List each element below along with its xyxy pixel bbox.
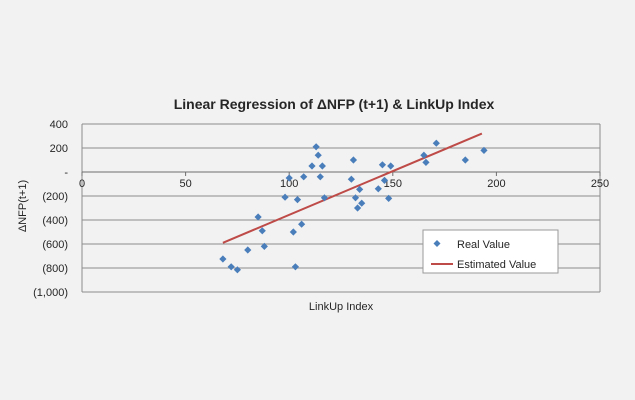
real-value-point-16	[314, 151, 322, 159]
real-value-point-30	[387, 162, 395, 170]
real-value-point-24	[356, 185, 364, 193]
scatter-points	[219, 139, 488, 274]
y-tick-label-7: (1,000)	[33, 287, 68, 299]
y-tick-label-0: 400	[50, 119, 68, 131]
real-value-point-5	[258, 227, 266, 235]
y-tick-label-5: (600)	[42, 239, 68, 251]
real-value-point-2	[233, 266, 241, 274]
real-value-point-25	[358, 199, 366, 207]
real-value-point-17	[316, 173, 324, 181]
x-tick-label-2: 100	[280, 178, 298, 190]
real-value-point-12	[298, 220, 306, 228]
real-value-point-34	[461, 156, 469, 164]
legend-label-real: Real Value	[457, 239, 510, 251]
real-value-point-29	[385, 194, 393, 202]
legend-marker-real	[433, 240, 441, 247]
real-value-point-0	[219, 255, 227, 263]
real-value-point-1	[227, 263, 235, 271]
real-value-point-15	[312, 143, 320, 151]
x-axis-label: LinkUp Index	[309, 301, 374, 313]
real-value-point-23	[353, 204, 362, 212]
x-tick-label-0: 0	[79, 178, 85, 190]
real-value-point-7	[281, 193, 289, 201]
legend-box	[422, 229, 559, 274]
real-value-point-21	[349, 156, 358, 164]
x-tick-label-3: 150	[384, 178, 402, 190]
real-value-point-26	[374, 185, 382, 193]
real-value-point-31	[420, 151, 428, 159]
y-axis: 400 200 - (200) (400) (600) (800) (1,000)	[33, 119, 68, 299]
y-tick-label-1: 200	[50, 143, 68, 155]
real-value-point-18	[318, 162, 326, 170]
real-value-point-9	[289, 228, 297, 236]
legend-label-estimated: Estimated Value	[457, 259, 536, 271]
real-value-point-11	[293, 196, 302, 204]
real-value-point-10	[291, 263, 300, 271]
real-value-point-19	[320, 194, 329, 202]
y-tick-label-3: (200)	[42, 191, 68, 203]
y-axis-label: ΔNFP(t+1)	[17, 180, 29, 232]
real-value-point-14	[308, 162, 316, 170]
real-value-point-4	[254, 213, 262, 221]
real-value-point-22	[351, 194, 360, 202]
real-value-point-13	[300, 173, 308, 181]
real-value-point-6	[260, 242, 268, 250]
y-tick-label-2: -	[64, 167, 68, 179]
y-tick-label-4: (400)	[42, 215, 68, 227]
real-value-point-28	[380, 176, 389, 184]
real-value-point-27	[378, 161, 387, 169]
real-value-point-32	[422, 158, 430, 166]
real-value-point-8	[285, 174, 293, 182]
real-value-point-35	[480, 146, 488, 154]
real-value-point-33	[432, 139, 440, 147]
x-axis: 0 50 100 150 200 250	[79, 171, 609, 190]
estimated-value-line	[222, 132, 483, 244]
x-tick-label-1: 50	[179, 178, 191, 190]
legend: Real Value Estimated Value	[422, 229, 559, 274]
real-value-point-3	[244, 246, 252, 254]
regression-line-group	[222, 132, 483, 244]
real-value-point-20	[347, 175, 355, 183]
x-tick-label-5: 250	[591, 178, 609, 190]
chart-title: Linear Regression of ΔNFP (t+1) & LinkUp…	[174, 96, 495, 112]
y-tick-label-6: (800)	[42, 263, 68, 275]
x-tick-label-4: 200	[487, 178, 505, 190]
